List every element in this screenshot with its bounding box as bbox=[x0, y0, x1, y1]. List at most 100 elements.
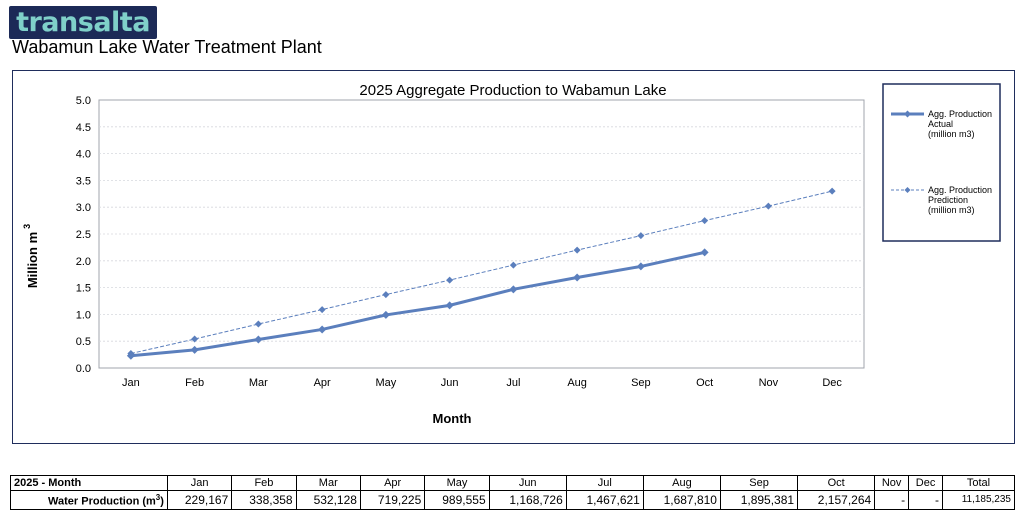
legend-box bbox=[882, 83, 1001, 242]
x-axis-tick-labels: Jan Feb Mar Apr May Jun Jul Aug Sep Oct Nov Dec bbox=[122, 377, 842, 389]
data-point bbox=[126, 351, 135, 360]
y-tick-label: 3.5 bbox=[76, 175, 91, 187]
production-table: 2025 - Month Jan Feb Mar Apr May Jun Jul Aug Sep… bbox=[10, 475, 1015, 510]
data-point bbox=[637, 232, 645, 240]
data-point bbox=[573, 273, 582, 282]
y-tick-label: 0.0 bbox=[76, 363, 91, 375]
table-month-header: Jan bbox=[166, 475, 233, 491]
table-month-header: Mar bbox=[295, 475, 361, 491]
plot-area bbox=[98, 99, 865, 369]
table-cell: 532,128 bbox=[295, 490, 361, 510]
legend-marker bbox=[904, 110, 911, 118]
table-month-header: Apr bbox=[359, 475, 426, 491]
legend-label: (million m3) bbox=[928, 205, 975, 215]
legend-label: Agg. Production bbox=[928, 109, 992, 119]
transalta-logo: transalta bbox=[9, 6, 157, 39]
legend-label: Prediction bbox=[928, 195, 968, 205]
table-cell: 1,168,726 bbox=[488, 490, 567, 510]
data-point bbox=[381, 310, 390, 319]
legend-label: Agg. Production bbox=[928, 185, 992, 195]
x-tick-label: Oct bbox=[696, 377, 713, 389]
table-cell: 1,467,621 bbox=[565, 490, 644, 510]
data-point bbox=[318, 325, 327, 334]
production-table-wrap: 2025 - Month Jan Feb Mar Apr May Jun Jul Aug Sep… bbox=[10, 475, 1015, 510]
water-production-label: Water Production (m3) bbox=[10, 490, 168, 510]
x-tick-label: Jul bbox=[506, 377, 520, 389]
y-tick-label: 2.5 bbox=[76, 229, 91, 241]
x-tick-label: Mar bbox=[249, 377, 268, 389]
x-tick-label: Sep bbox=[631, 377, 651, 389]
table-cell: 1,687,810 bbox=[642, 490, 721, 510]
chart-frame: 2025 Aggregate Production to Wabamun Lak… bbox=[12, 70, 1015, 444]
table-month-header: Nov bbox=[874, 475, 910, 491]
table-values-row: Water Production (m3) 229,167 338,358 532,… bbox=[10, 490, 1015, 510]
series-layer bbox=[126, 187, 836, 360]
x-tick-label: Jun bbox=[441, 377, 459, 389]
table-total-header: Total bbox=[942, 475, 1015, 491]
table-month-header: Sep bbox=[719, 475, 799, 491]
y-axis-title-text: Million m bbox=[25, 232, 40, 288]
row-label-end: ) bbox=[160, 495, 164, 508]
y-tick-label: 4.0 bbox=[76, 149, 91, 161]
x-tick-label: Feb bbox=[185, 377, 204, 389]
logo-text: transalta bbox=[16, 7, 150, 38]
y-axis-title-sup: 3 bbox=[22, 224, 32, 229]
table-cell: - bbox=[874, 490, 910, 510]
y-tick-label: 0.5 bbox=[76, 336, 91, 348]
table-month-header: Jun bbox=[488, 475, 567, 491]
y-axis-title: Million m 3 bbox=[22, 224, 40, 288]
data-point bbox=[190, 345, 199, 354]
x-tick-label: Jan bbox=[122, 377, 140, 389]
y-axis-tick-labels: 0.0 0.5 1.0 1.5 2.0 2.5 3.0 3.5 4.0 4.5 5.0 bbox=[76, 95, 91, 375]
x-tick-label: May bbox=[375, 377, 396, 389]
series-line bbox=[130, 250, 705, 358]
production-chart: 2025 Aggregate Production to Wabamun Lak… bbox=[22, 82, 1001, 426]
data-point bbox=[509, 285, 518, 294]
grid-lines bbox=[99, 126, 864, 342]
row-label-sup: 3 bbox=[155, 493, 161, 502]
x-tick-label: Aug bbox=[567, 377, 587, 389]
data-point bbox=[573, 246, 581, 254]
x-tick-label: Dec bbox=[822, 377, 842, 389]
table-header-row: 2025 - Month Jan Feb Mar Apr May Jun Jul Aug Sep… bbox=[10, 475, 1015, 491]
y-tick-label: 3.0 bbox=[76, 202, 91, 214]
y-tick-label: 1.0 bbox=[76, 309, 91, 321]
table-month-header: Jul bbox=[565, 475, 644, 491]
data-point bbox=[382, 291, 390, 299]
data-point bbox=[191, 335, 199, 343]
data-point bbox=[254, 335, 263, 344]
row-label-text: Water Production (m bbox=[48, 495, 156, 508]
data-point bbox=[764, 202, 772, 210]
table-total-cell: 11,185,235 bbox=[942, 490, 1015, 510]
table-month-header: Feb bbox=[231, 475, 297, 491]
data-point bbox=[700, 248, 709, 257]
page-title: Wabamun Lake Water Treatment Plant bbox=[12, 37, 322, 57]
legend-marker bbox=[904, 187, 911, 193]
data-point bbox=[828, 187, 836, 195]
y-tick-label: 4.5 bbox=[76, 122, 91, 134]
x-tick-label: Apr bbox=[314, 377, 331, 389]
table-cell: 1,895,381 bbox=[719, 490, 799, 510]
table-cell: 2,157,264 bbox=[797, 490, 876, 510]
table-month-header: Dec bbox=[908, 475, 943, 491]
table-month-header: May bbox=[424, 475, 490, 491]
data-point bbox=[701, 217, 709, 225]
table-cell: 719,225 bbox=[359, 490, 426, 510]
data-point bbox=[446, 276, 454, 284]
actual-series bbox=[126, 248, 709, 360]
x-axis-title: Month bbox=[433, 411, 472, 426]
legend-label: Actual bbox=[928, 119, 953, 129]
table-corner-label: 2025 - Month bbox=[10, 475, 168, 491]
y-tick-label: 1.5 bbox=[76, 283, 91, 295]
prediction-series bbox=[127, 187, 836, 358]
table-cell: 338,358 bbox=[231, 490, 297, 510]
table-cell: 989,555 bbox=[424, 490, 490, 510]
x-tick-label: Nov bbox=[759, 377, 779, 389]
y-tick-label: 5.0 bbox=[76, 95, 91, 107]
legend-label: (million m3) bbox=[928, 129, 975, 139]
y-tick-label: 2.0 bbox=[76, 256, 91, 268]
data-point bbox=[636, 262, 645, 271]
